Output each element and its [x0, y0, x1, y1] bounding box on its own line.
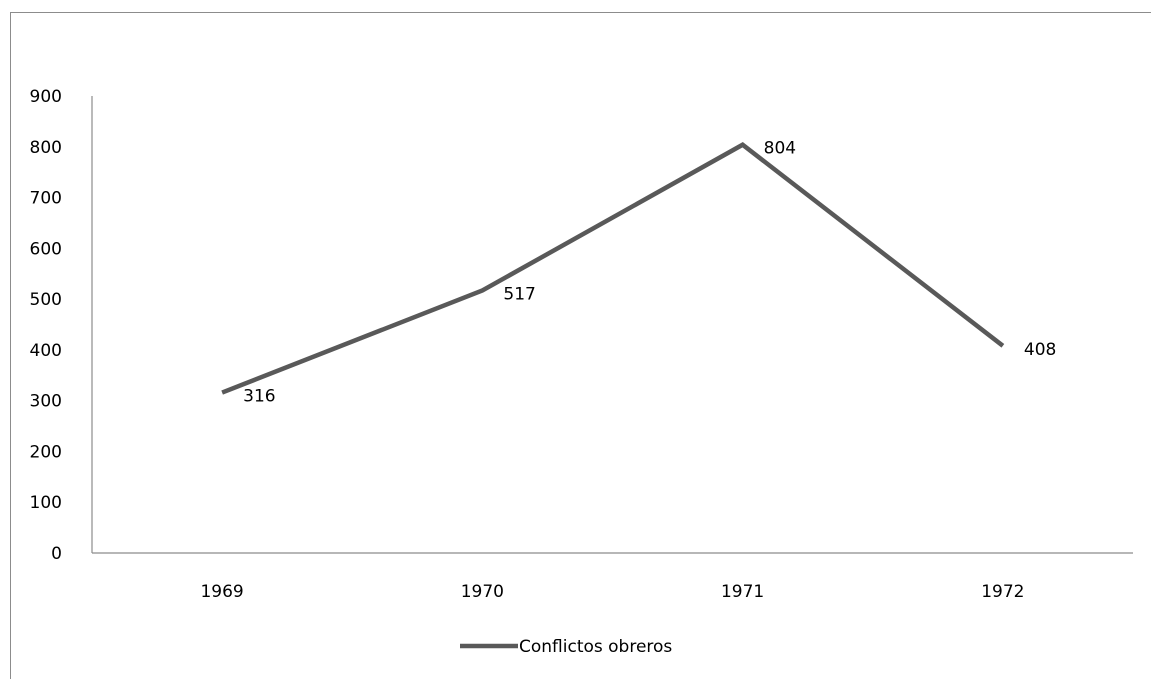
data-label-1969: 316	[243, 387, 275, 407]
legend: Conflictos obreros	[460, 637, 672, 657]
y-tick-label-900: 900	[30, 87, 62, 107]
y-tick-label-700: 700	[30, 189, 62, 209]
data-label-1970: 517	[503, 284, 535, 304]
data-labels: 316 517 804 408	[243, 139, 1056, 407]
data-label-1971: 804	[764, 139, 796, 159]
y-tick-label-400: 400	[30, 341, 62, 361]
chart-frame	[10, 12, 1151, 679]
y-tick-label-300: 300	[30, 392, 62, 412]
y-axis-ticks: 0 100 200 300 400 500 600 700 800 900	[30, 87, 62, 564]
y-tick-label-100: 100	[30, 493, 62, 513]
x-tick-label-1972: 1972	[981, 582, 1024, 602]
series-line-conflictos-obreros	[221, 142, 1005, 395]
x-tick-label-1969: 1969	[200, 582, 243, 602]
y-tick-label-0: 0	[51, 544, 62, 564]
legend-label-conflictos-obreros: Conflictos obreros	[519, 637, 672, 657]
y-tick-label-800: 800	[30, 138, 62, 158]
y-tick-label-500: 500	[30, 290, 62, 310]
x-tick-label-1971: 1971	[721, 582, 764, 602]
y-tick-label-600: 600	[30, 239, 62, 259]
x-axis-ticks: 1969 1970 1971 1972	[200, 582, 1024, 602]
series-layer	[221, 142, 1005, 395]
x-tick-label-1970: 1970	[461, 582, 504, 602]
y-tick-label-200: 200	[30, 442, 62, 462]
data-label-1972: 408	[1024, 340, 1056, 360]
